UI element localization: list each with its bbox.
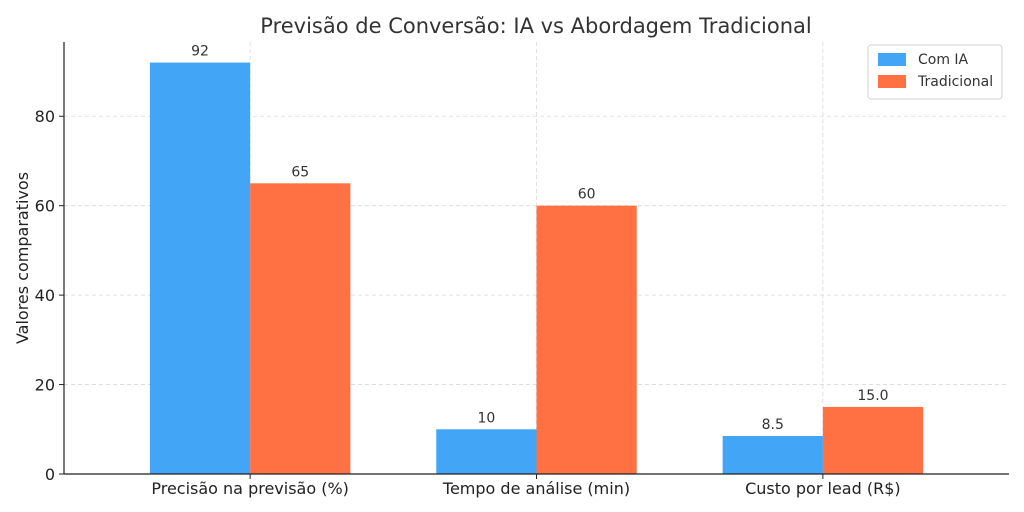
bar-value-label: 10	[477, 410, 495, 426]
y-tick-label: 40	[35, 286, 55, 305]
bar-com-ia	[722, 435, 823, 474]
y-tick-label: 80	[35, 107, 55, 126]
bar-value-label: 15.0	[857, 388, 888, 404]
bar-value-label: 65	[291, 164, 309, 180]
bar-com-ia	[436, 429, 537, 474]
bars: 92 10 8.5 65 60 15.0	[149, 44, 924, 475]
y-tick-label: 20	[35, 376, 55, 395]
y-tick-label: 0	[45, 465, 55, 484]
bar-tradicional	[250, 183, 351, 474]
x-tick-label: Custo por lead (R$)	[745, 479, 901, 498]
bar-value-label: 8.5	[762, 417, 784, 433]
bar-tradicional	[536, 205, 637, 475]
legend: Com IA Tradicional	[867, 44, 1003, 100]
x-tick-label: Tempo de análise (min)	[442, 479, 630, 498]
chart-title: Previsão de Conversão: IA vs Abordagem T…	[260, 14, 811, 38]
bar-tradicional	[822, 406, 924, 474]
y-tick-label: 60	[35, 197, 55, 216]
legend-swatch	[878, 75, 906, 88]
axes: 0 20 40 60 80 Precisão na previsão (%) Tempo d…	[35, 42, 1009, 498]
legend-label: Com IA	[918, 52, 969, 68]
x-tick-label: Precisão na previsão (%)	[151, 479, 349, 498]
bar-com-ia	[149, 62, 251, 474]
bar-value-label: 60	[578, 187, 596, 203]
legend-label: Tradicional	[917, 74, 993, 90]
legend-swatch	[878, 53, 906, 66]
y-axis-label: Valores comparativos	[13, 172, 32, 344]
bar-value-label: 92	[191, 44, 209, 60]
